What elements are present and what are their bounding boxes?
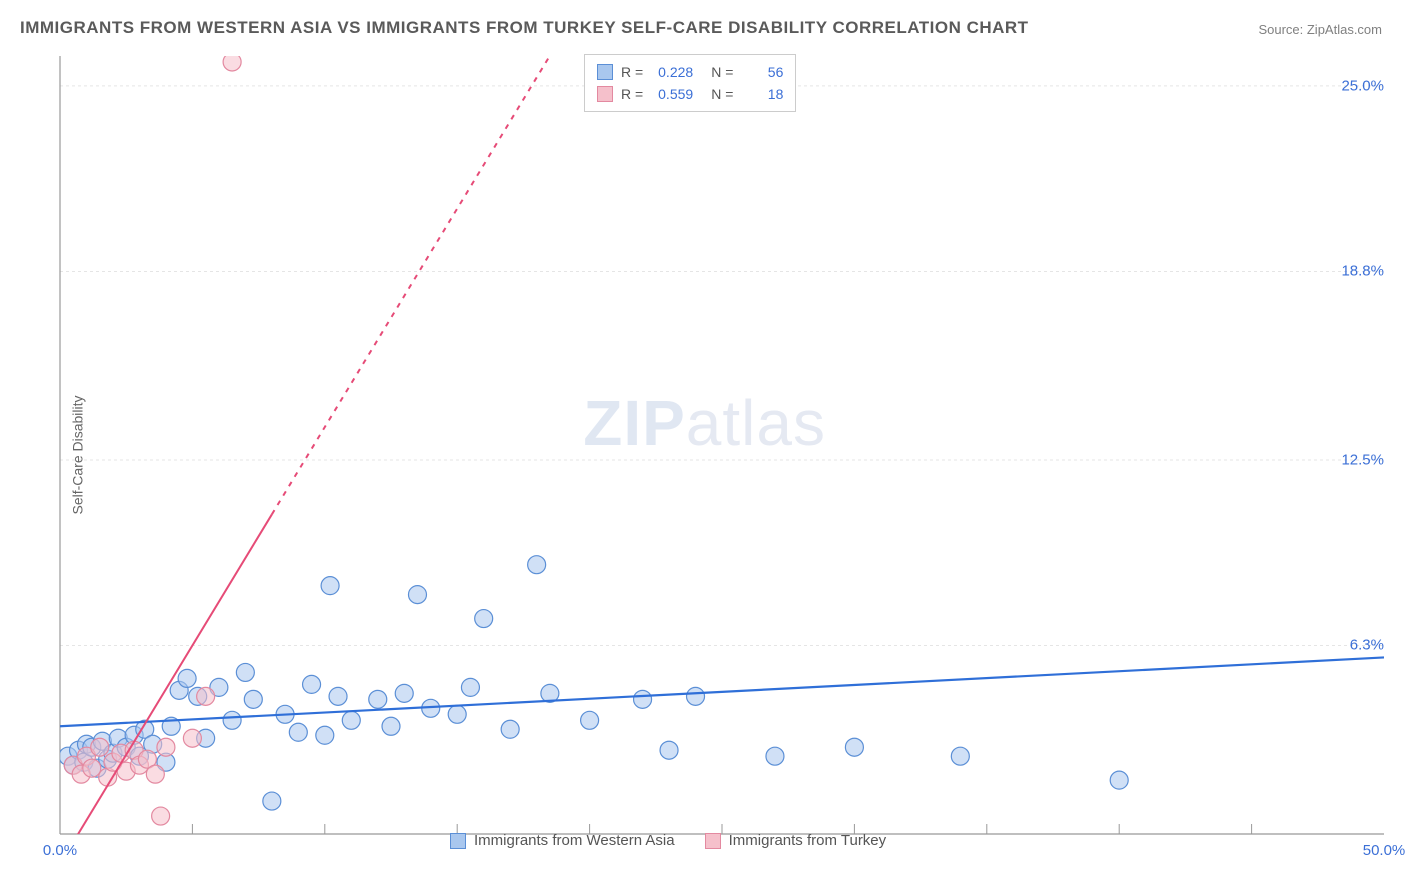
y-axis-label: Self-Care Disability — [70, 395, 86, 514]
plot-area: Self-Care Disability ZIPatlas R =0.228N … — [48, 50, 1388, 860]
stat-n-label: N = — [711, 83, 733, 105]
stat-n-label: N = — [711, 61, 733, 83]
legend-swatch — [597, 64, 613, 80]
legend-item: Immigrants from Western Asia — [450, 832, 675, 849]
legend-label: Immigrants from Turkey — [729, 832, 887, 849]
stat-n-value: 56 — [741, 61, 783, 83]
source-prefix: Source: — [1258, 22, 1306, 37]
source-link[interactable]: ZipAtlas.com — [1307, 22, 1382, 37]
y-tick-label: 12.5% — [1341, 451, 1384, 468]
chart-title: IMMIGRANTS FROM WESTERN ASIA VS IMMIGRAN… — [20, 18, 1029, 38]
series-legend: Immigrants from Western Asia Immigrants f… — [450, 832, 886, 849]
chart-svg — [48, 50, 1388, 860]
y-tick-label: 18.8% — [1341, 263, 1384, 280]
x-tick-label: 0.0% — [43, 842, 77, 859]
correlation-stat-box: R = 0.228 N = 56 R = 0.559 N = 18 — [584, 54, 796, 112]
legend-label: Immigrants from Western Asia — [474, 832, 675, 849]
stat-r-value: 0.228 — [651, 61, 693, 83]
legend-swatch — [450, 833, 466, 849]
y-tick-label: 25.0% — [1341, 77, 1384, 94]
legend-item: Immigrants from Turkey — [705, 832, 887, 849]
stat-row: R = 0.559 N = 18 — [597, 83, 783, 105]
stat-r-label: R = — [621, 83, 643, 105]
stat-row: R = 0.228 N = 56 — [597, 61, 783, 83]
legend-swatch — [597, 86, 613, 102]
legend-swatch — [705, 833, 721, 849]
stat-r-label: R = — [621, 61, 643, 83]
stat-r-value: 0.559 — [651, 83, 693, 105]
source-attribution: Source: ZipAtlas.com — [1258, 22, 1382, 37]
x-tick-label: 50.0% — [1363, 842, 1406, 859]
y-tick-label: 6.3% — [1350, 637, 1384, 654]
stat-n-value: 18 — [741, 83, 783, 105]
